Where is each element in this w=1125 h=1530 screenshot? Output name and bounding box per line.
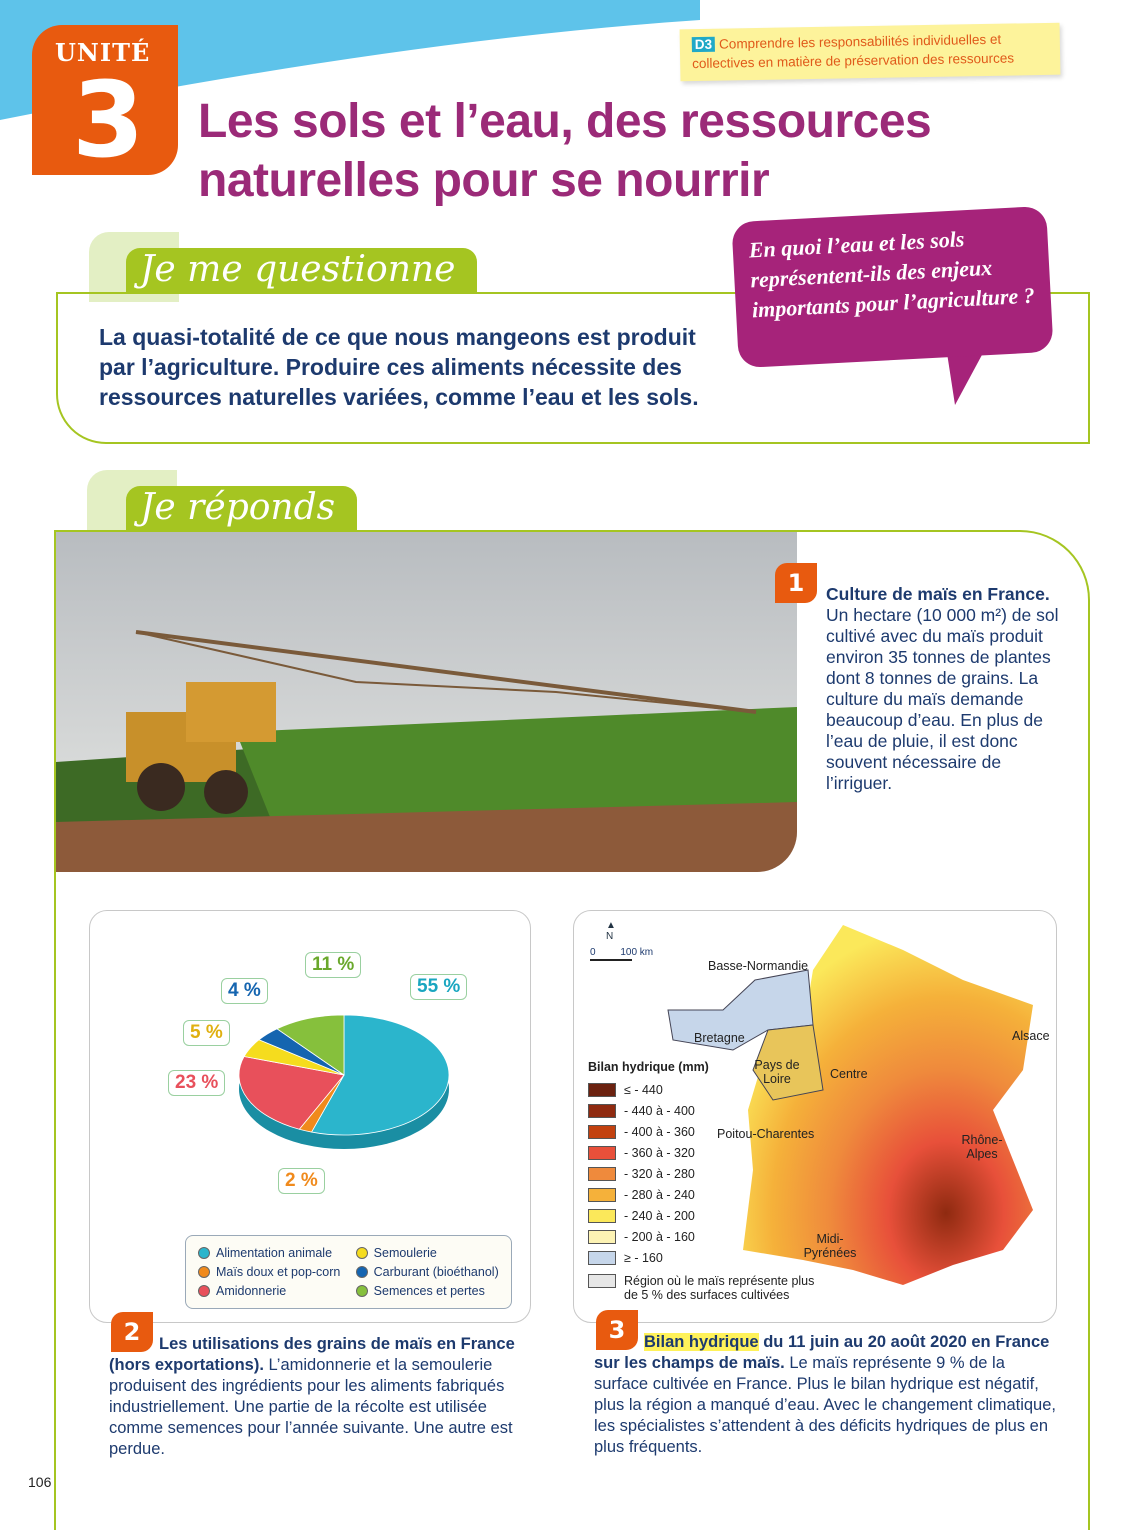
legend-swatch [588, 1145, 616, 1160]
map-legend-item: - 200 à - 160 [588, 1226, 824, 1247]
map-legend-item: - 280 à - 240 [588, 1184, 824, 1205]
pie-label-carburant: 4 % [221, 978, 268, 1004]
legend-swatch [588, 1166, 616, 1181]
pie-label-semences: 11 % [305, 952, 362, 978]
region-label: Bretagne [694, 1031, 745, 1045]
doc2-number-badge: 2 [111, 1312, 153, 1352]
pie-label-semoulerie: 5 % [183, 1020, 230, 1046]
unit-tab [32, 25, 178, 175]
legend-swatch [588, 1208, 616, 1223]
doc3-title-highlight: Bilan hydrique [644, 1333, 759, 1351]
map-legend-item: - 400 à - 360 [588, 1121, 824, 1142]
competence-text: Comprendre les responsabilités individue… [692, 31, 1015, 72]
doc3-body: Le maïs représente 9 % de la surface cul… [594, 1354, 1056, 1456]
reponds-frame [54, 530, 1090, 1530]
map-legend-item: - 240 à - 200 [588, 1205, 824, 1226]
doc3-number-badge: 3 [596, 1310, 638, 1350]
competence-badge: D3 [691, 36, 716, 53]
pie-label-mais-doux: 2 % [278, 1168, 325, 1194]
region-label: Midi-Pyrénées [803, 1232, 857, 1260]
legend-swatch [588, 1187, 616, 1202]
pie-slice-amidonnerie [238, 1056, 345, 1130]
questionne-text: La quasi-totalité de ce que nous mangeon… [99, 324, 699, 410]
legend-item: Maïs doux et pop-corn [198, 1264, 356, 1280]
legend-swatch [198, 1266, 210, 1278]
map-legend-item: - 440 à - 400 [588, 1100, 824, 1121]
pie-label-amidonnerie: 23 % [168, 1070, 226, 1096]
questionne-frame [56, 292, 1090, 444]
legend-item: Semoulerie [355, 1245, 499, 1261]
section-tab-questionne: Je me questionne [126, 248, 478, 294]
corn-irrigation-photo [56, 532, 797, 872]
doc3-title: du 11 juin au 20 août 2020 en France sur… [594, 1333, 1050, 1372]
doc2-caption: Les utilisations des grains de maïs en F… [109, 1334, 529, 1460]
legend-swatch [588, 1103, 616, 1118]
map-legend-region-note: Région où le maïs représente plus de 5 %… [588, 1274, 824, 1302]
pie-slice-semences-et-pertes [276, 1014, 345, 1076]
doc1-number-badge: 1 [775, 563, 817, 603]
doc2-body: L’amidonnerie et la semoulerie produisen… [109, 1356, 513, 1458]
page-number: 106 [28, 1474, 52, 1490]
legend-item: Amidonnerie [198, 1283, 356, 1299]
map-legend-title: Bilan hydrique (mm) [588, 1060, 709, 1074]
region-label: Poitou-Charentes [717, 1127, 815, 1141]
legend-swatch [198, 1285, 210, 1297]
map-legend-item: - 360 à - 320 [588, 1142, 824, 1163]
pie-chart [238, 1014, 450, 1149]
legend-item: Alimentation animale [198, 1245, 356, 1261]
pie-label-alimentation: 55 % [410, 974, 468, 1000]
legend-swatch [588, 1124, 616, 1139]
map-legend-item: ≥ - 160 [588, 1247, 824, 1268]
region-label: Centre [830, 1067, 868, 1081]
map-legend: Bilan hydrique (mm) ≤ - 440- 440 à - 400… [588, 1060, 824, 1302]
france-map [667, 925, 1033, 1285]
region-label: Basse-Normandie [708, 959, 809, 973]
north-arrow: ▲ N [606, 920, 616, 942]
doc1-title: Culture de maïs en France. [826, 584, 1050, 604]
legend-swatch [588, 1082, 616, 1097]
legend-swatch [588, 1229, 616, 1244]
pie-legend: Alimentation animale Semoulerie Maïs dou… [185, 1235, 512, 1309]
legend-item: Semences et pertes [355, 1283, 499, 1299]
doc3-caption: Bilan hydrique du 11 juin au 20 août 202… [594, 1332, 1059, 1458]
unit-label: UNITÉ [55, 38, 151, 67]
doc1-body: Un hectare (10 000 m²) de sol cultivé av… [826, 605, 1059, 793]
unit-number: 3 [72, 59, 145, 181]
legend-swatch [588, 1274, 616, 1288]
doc1-caption: Culture de maïs en France. Un hectare (1… [826, 584, 1066, 794]
map-legend-item: ≤ - 440 [588, 1079, 824, 1100]
doc2-title: Les utilisations des grains de maïs en F… [109, 1335, 515, 1374]
legend-swatch [355, 1266, 368, 1278]
legend-swatch [198, 1247, 210, 1259]
page-title: Les sols et l’eau, des ressources nature… [198, 95, 932, 207]
section-tab-reponds: Je réponds [126, 486, 358, 532]
competence-note: D3 Comprendre les responsabilités individ… [679, 22, 1061, 82]
legend-swatch [588, 1250, 616, 1265]
map-legend-item: - 320 à - 280 [588, 1163, 824, 1184]
question-bubble: En quoi l’eau et les sols représentent-i… [731, 205, 1054, 369]
map-scale: 0 100 km [590, 947, 653, 961]
pie-slice-alimentation-animale [310, 1014, 450, 1136]
legend-swatch [355, 1247, 368, 1259]
region-label: Rhône-Alpes [961, 1133, 1003, 1161]
legend-item: Carburant (bioéthanol) [355, 1264, 499, 1280]
questionne-text-block: La quasi-totalité de ce que nous mangeon… [99, 322, 1084, 412]
legend-swatch [355, 1285, 368, 1297]
region-label: Alsace [1012, 1029, 1050, 1043]
region-label: Pays de Loire [754, 1058, 800, 1086]
